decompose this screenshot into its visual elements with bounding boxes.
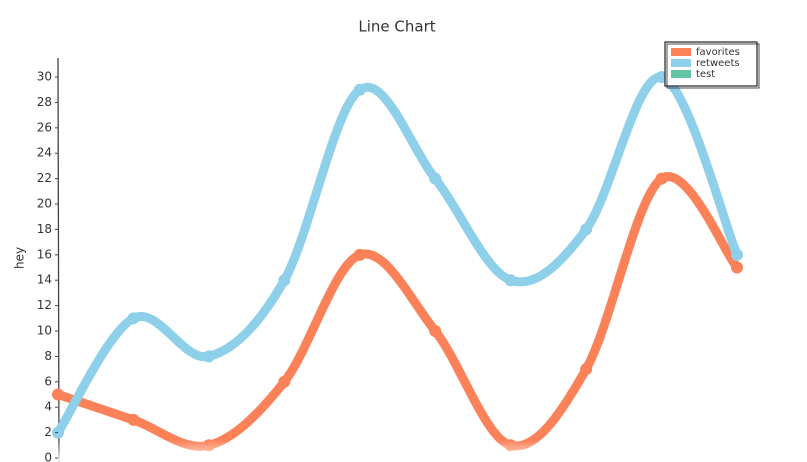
point <box>127 312 140 325</box>
point <box>429 325 442 338</box>
point <box>504 274 517 287</box>
y-tick-label: 10 <box>37 324 52 338</box>
point <box>580 363 593 376</box>
chart-title: Line Chart <box>358 18 435 36</box>
point <box>731 261 743 274</box>
plot <box>52 71 743 452</box>
y-tick-label: 16 <box>37 247 52 261</box>
y-tick-label: 2 <box>44 425 52 439</box>
fade <box>0 440 807 462</box>
point <box>353 248 366 261</box>
legend-label: test <box>696 69 715 80</box>
point <box>202 350 215 363</box>
legend-swatch <box>671 48 691 56</box>
legend-swatch <box>671 59 691 67</box>
point <box>52 388 64 401</box>
point <box>353 83 366 96</box>
series-line <box>53 172 742 451</box>
legend-label: favorites <box>696 47 740 58</box>
y-tick-label: 14 <box>37 273 52 287</box>
y-tick-label: 26 <box>37 120 52 134</box>
y-tick-label: 20 <box>37 197 52 211</box>
y-tick-label: 4 <box>44 400 52 414</box>
legend-box-shadow <box>666 43 760 89</box>
series-line <box>53 72 742 438</box>
y-axis-label: hey <box>13 247 27 269</box>
y-tick-label: 6 <box>44 374 52 388</box>
y-tick-label: 8 <box>44 349 52 363</box>
point <box>127 413 140 426</box>
y-tick-label: 28 <box>37 95 52 109</box>
y-tick-label: 24 <box>37 146 52 160</box>
point <box>580 223 593 236</box>
y-tick-label: 18 <box>37 222 52 236</box>
point <box>731 248 743 261</box>
y-axis <box>57 57 60 462</box>
point <box>429 172 442 185</box>
y-tick-label: 0 <box>44 451 52 462</box>
y-tick-label: 22 <box>37 171 52 185</box>
y-tick-label: 30 <box>37 70 52 84</box>
y-tick-label: 12 <box>37 298 52 312</box>
point <box>278 375 291 388</box>
legend-label: retweets <box>696 58 740 69</box>
point <box>655 172 668 185</box>
legend-swatch <box>671 70 691 78</box>
point <box>278 274 291 287</box>
